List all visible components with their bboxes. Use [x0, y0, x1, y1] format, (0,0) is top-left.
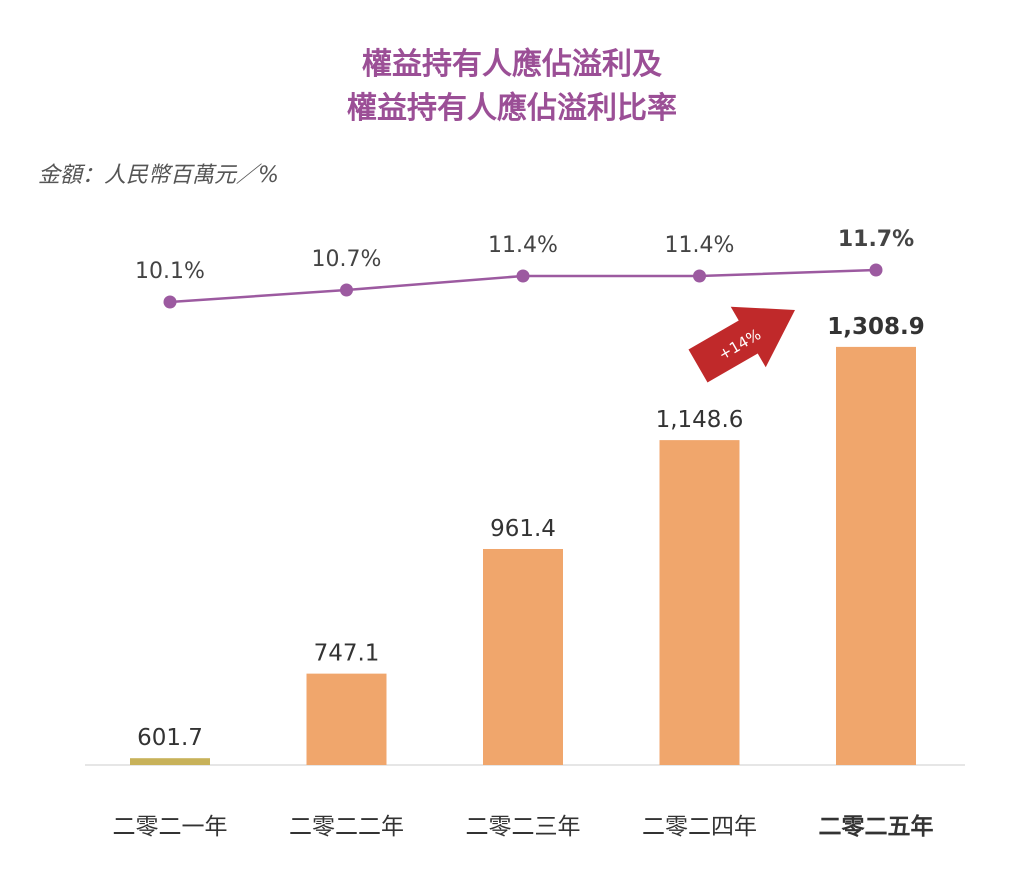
- rate-point: [340, 283, 353, 297]
- rate-value-label: 11.4%: [488, 233, 558, 258]
- bars-layer: 601.7 747.1 961.4 1,148.6 1,308.9: [130, 314, 925, 765]
- bar-value-label: 747.1: [314, 641, 380, 667]
- rate-point: [693, 269, 706, 283]
- growth-arrow-shape: [688, 306, 795, 383]
- rate-point: [163, 295, 177, 309]
- bar-value-label: 1,308.9: [827, 314, 925, 340]
- category-label: 二零二三年: [466, 814, 581, 840]
- chart-title-line2: 權益持有人應佔溢利比率: [347, 91, 677, 126]
- rate-line-layer: 10.1% 10.7% 11.4% 11.4% 11.7%: [135, 227, 914, 309]
- growth-arrow: +14%: [688, 306, 795, 383]
- rate-point: [516, 269, 530, 283]
- rate-value-label: 10.1%: [135, 259, 205, 284]
- bar: [836, 346, 916, 765]
- bar-value-label: 1,148.6: [656, 407, 744, 433]
- rate-point: [869, 263, 883, 277]
- category-label: 二零二五年: [819, 813, 934, 840]
- unit-label: 金額：人民幣百萬元／%: [38, 163, 279, 188]
- bar: [659, 440, 740, 765]
- rate-value-label: 11.4%: [665, 233, 735, 258]
- category-label: 二零二二年: [289, 814, 404, 840]
- bar-value-label: 601.7: [137, 725, 203, 751]
- category-label: 二零二四年: [642, 814, 757, 840]
- rate-value-label: 11.7%: [838, 227, 914, 252]
- bar: [306, 673, 387, 765]
- bar: [483, 548, 563, 765]
- bar-value-label: 961.4: [490, 516, 556, 542]
- category-label: 二零二一年: [113, 814, 228, 840]
- bar: [130, 758, 210, 765]
- chart-title-line1: 權益持有人應佔溢利及: [362, 47, 662, 82]
- rate-value-label: 10.7%: [312, 247, 382, 272]
